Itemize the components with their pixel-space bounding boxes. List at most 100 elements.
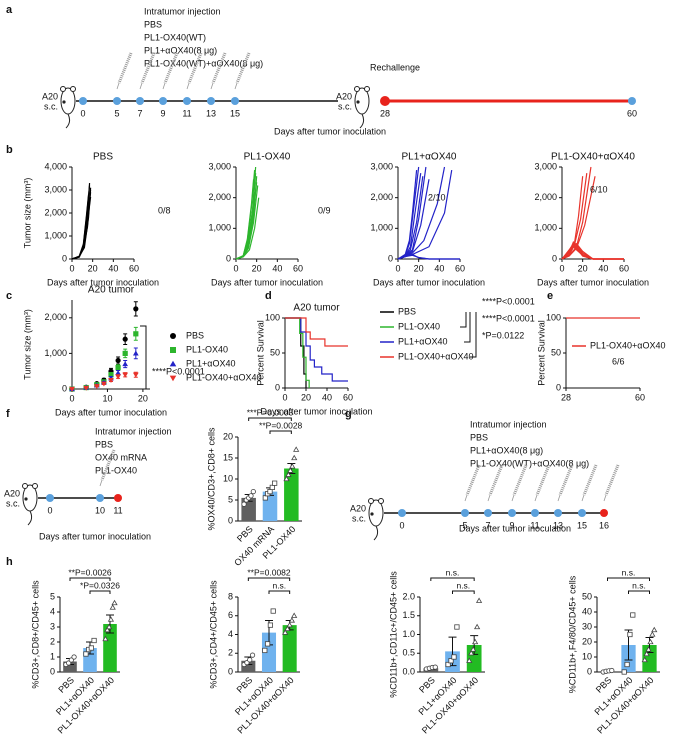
y-tick-label: 0 [556,382,561,392]
needle [511,494,515,502]
injection-group: PBS [95,439,113,449]
annotation: ****P<0.0001 [152,366,205,376]
y-tick-label: 40 [582,606,592,616]
day-dot [207,97,215,105]
significance-bracket [269,430,292,434]
marker [111,599,118,606]
panel-label: d [265,290,272,302]
y-tick-label: 1,000 [44,348,67,358]
marker [169,375,177,382]
injection-group: PL1-OX40 [95,465,137,475]
series-line [397,169,453,260]
x-tick-label: 0 [69,263,74,273]
marker [170,347,176,353]
day-label: 9 [509,520,514,530]
x-tick-label: 40 [598,263,608,273]
injection-group: OX40 mRNA [95,452,147,462]
marker [262,647,268,654]
legend-label: PL1-OX40 [398,321,440,331]
marker [105,623,113,630]
x-tick-label: 28 [561,392,571,402]
day-dot [183,97,191,105]
needle [99,479,103,487]
marker [109,604,116,610]
marker [285,471,292,477]
y-tick-label: 20 [223,431,233,441]
marker [283,475,290,482]
y-tick-label: 0 [62,253,67,263]
x-tick-label: 40 [272,263,282,273]
y-tick-label: 6 [228,610,233,620]
marker [454,624,460,630]
marker [133,306,139,312]
marker [88,645,94,651]
marker [272,480,278,486]
mouse-ear [32,483,38,489]
day-dot [96,494,104,502]
needle [116,82,120,90]
panel-label: f [6,408,10,420]
injection-title: Intratumor injection [95,426,172,436]
series-line [397,253,460,260]
x-tick-label: 20 [138,393,148,403]
tumor-dot [370,512,374,516]
day-label: 0 [47,505,52,515]
y-axis-label: Tumor size (mm³) [22,309,32,380]
needle [534,494,538,502]
day-dot [628,97,636,105]
y-tick-label: 5 [50,591,55,601]
marker [101,381,107,387]
x-tick-label: 60 [635,392,645,402]
x-axis-label: Days after tumor inoculation [373,277,485,287]
y-axis-label: %OX40/CD3+,CD8+ cells [206,427,216,531]
syringe [235,52,251,84]
annotation: *P=0.0122 [482,330,524,340]
diagram-xlabel: Days after tumor inoculation [274,126,386,136]
injection-group: PL1-OX40(WT)+αOX40(8 μg) [470,458,589,468]
marker [287,467,294,473]
marker [470,646,477,652]
marker [115,357,121,364]
significance-bracket [247,577,291,581]
marker [269,484,275,491]
mouse-ear [70,86,76,92]
annotation: 6/6 [612,356,625,366]
x-tick-label: 0 [282,392,287,402]
y-tick-label: 2 [50,636,55,646]
chart-title: A20 tumor [293,303,340,314]
chart-title: PBS [93,152,113,163]
needle [603,494,607,502]
marker [647,638,654,645]
mouse-ear [60,86,66,92]
y-tick-label: 2,000 [44,312,67,322]
significance-bracket [628,590,650,594]
day-label: 13 [553,520,563,530]
tumor-label: s.c. [338,101,352,111]
day-label: 28 [380,108,390,118]
significance-label: n.s. [622,567,636,577]
y-tick-label: 0 [552,253,557,263]
chart-title: A20 tumor [88,285,135,296]
needle [581,494,585,502]
tumor-label: A20 [4,488,20,498]
day-dot [600,509,608,517]
day-label: 11 [182,108,191,118]
x-tick-label: 20 [578,263,588,273]
rechallenge-label: Rechallenge [370,62,420,72]
needle [139,82,143,90]
x-axis-label: Days after tumor inoculation [47,277,159,287]
x-tick-label: 0 [233,263,238,273]
day-dot [578,509,586,517]
y-tick-label: 0 [226,253,231,263]
x-tick-label: 10 [102,393,112,403]
syringe [604,464,620,496]
chart-title: PL1-OX40 [244,152,291,163]
marker [83,651,89,657]
day-dot [554,509,562,517]
marker [108,378,114,383]
y-tick-label: 0 [275,382,280,392]
legend-label: PL1-OX40+αOX40 [590,340,666,350]
tumor-label: A20 [350,503,366,513]
tumor-label: A20 [336,91,352,101]
y-axis-label: %CD11b+,F4/80/CD45+ cells [567,575,577,693]
